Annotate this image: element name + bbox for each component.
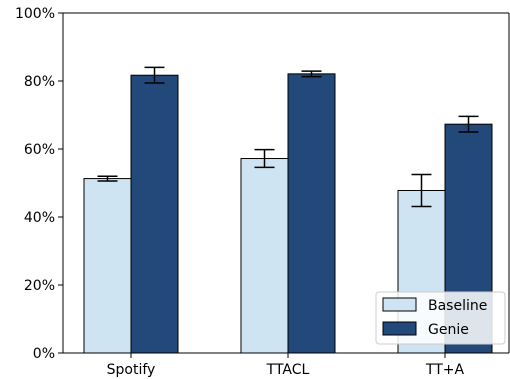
y-tick-label: 0% bbox=[33, 346, 55, 362]
x-tick-label: Spotify bbox=[107, 362, 156, 378]
bar-baseline-ttacl bbox=[240, 158, 289, 354]
y-tick-label: 60% bbox=[24, 142, 55, 158]
error-bars-group bbox=[97, 66, 479, 208]
legend-swatch-baseline bbox=[382, 297, 417, 312]
x-tick-label: TT+A bbox=[425, 362, 465, 378]
y-tick-label: 80% bbox=[24, 74, 55, 90]
y-tick-label: 100% bbox=[15, 6, 55, 22]
legend-label-genie: Genie bbox=[428, 322, 469, 338]
legend-swatch-genie bbox=[382, 321, 417, 336]
axes-group: 0% 20% 40% 60% 80% 100% Spotify TTACL TT+A bbox=[15, 6, 510, 378]
legend-label-baseline: Baseline bbox=[428, 298, 487, 314]
legend: Baseline Genie bbox=[375, 291, 506, 345]
y-tick-label: 40% bbox=[24, 210, 55, 226]
x-tick-label: TTACL bbox=[266, 362, 310, 378]
bar-genie-ttacl bbox=[287, 73, 336, 354]
bar-baseline-spotify bbox=[83, 178, 132, 354]
y-tick-label: 20% bbox=[24, 278, 55, 294]
bar-genie-spotify bbox=[130, 74, 179, 354]
